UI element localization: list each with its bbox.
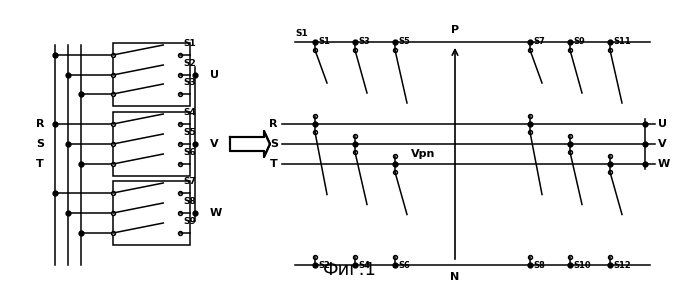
Text: N: N [450, 272, 459, 282]
Text: T: T [36, 159, 44, 169]
Text: S7: S7 [533, 37, 544, 46]
Text: S: S [270, 139, 278, 149]
Text: S7: S7 [183, 177, 196, 186]
Text: S3: S3 [183, 78, 195, 87]
Text: S1: S1 [318, 37, 330, 46]
Text: S8: S8 [183, 197, 195, 206]
Text: S4: S4 [183, 108, 196, 117]
Text: Фиг.1: Фиг.1 [323, 261, 377, 279]
Text: T: T [270, 159, 278, 169]
Text: U: U [658, 119, 667, 129]
Bar [113, 43, 190, 106]
Text: S6: S6 [183, 148, 195, 157]
Text: V: V [658, 139, 667, 149]
Polygon shape [230, 131, 270, 157]
Text: P: P [451, 25, 459, 35]
Text: S6: S6 [398, 261, 410, 270]
Bar [113, 181, 190, 245]
Text: U: U [210, 70, 219, 80]
Text: S9: S9 [573, 37, 585, 46]
Text: R: R [36, 119, 44, 129]
Text: S10: S10 [573, 261, 591, 270]
Text: S1: S1 [295, 30, 308, 38]
Text: S: S [36, 139, 44, 149]
Text: S8: S8 [533, 261, 544, 270]
Text: S5: S5 [398, 37, 410, 46]
Text: S1: S1 [183, 39, 195, 48]
Text: W: W [658, 159, 670, 169]
Text: S11: S11 [613, 37, 631, 46]
Text: S4: S4 [358, 261, 370, 270]
Text: S2: S2 [318, 261, 330, 270]
Text: V: V [210, 139, 218, 149]
Text: S12: S12 [613, 261, 631, 270]
Text: R: R [269, 119, 278, 129]
Text: S5: S5 [183, 128, 195, 137]
Text: S2: S2 [183, 59, 195, 68]
Text: S3: S3 [358, 37, 370, 46]
Text: S9: S9 [183, 217, 196, 226]
Bar [113, 112, 190, 176]
Text: W: W [210, 208, 222, 218]
Text: Vpn: Vpn [410, 149, 435, 159]
